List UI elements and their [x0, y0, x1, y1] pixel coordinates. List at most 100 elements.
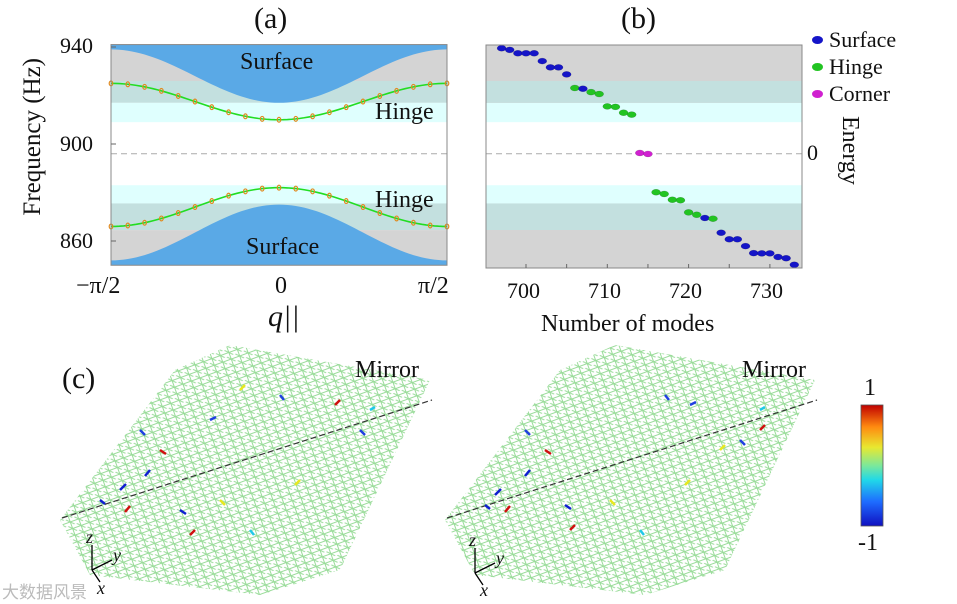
- hinge-data-point: [394, 215, 400, 222]
- hinge-data-point: [377, 210, 383, 217]
- band-hinge-cyan-lower: [111, 185, 447, 204]
- mode-point-hinge: [586, 88, 596, 96]
- hinge-data-point: [142, 83, 148, 90]
- b-xtick-710: 710: [588, 278, 621, 303]
- axis-y-left: y: [113, 545, 121, 565]
- hinge-data-point: [259, 185, 265, 192]
- hinge-data-point: [310, 113, 316, 120]
- mode-point-surface: [765, 250, 775, 257]
- mode-point-hinge: [594, 90, 604, 98]
- hinge-data-point: [276, 184, 282, 191]
- axis-y-right: y: [496, 548, 504, 568]
- a-xtick-left: −π/2: [76, 273, 121, 299]
- b-band-gray-bottom: [486, 230, 802, 268]
- colorbar-min: -1: [858, 530, 878, 556]
- mode-point-surface: [732, 236, 743, 243]
- mode-point-surface: [545, 64, 556, 71]
- mode-point-surface: [773, 253, 783, 261]
- colorbar: [860, 404, 884, 527]
- b-band-hinge-cyan-lower: [486, 185, 802, 204]
- axis-triad-left-icon: [91, 545, 113, 583]
- mode-point-hinge: [691, 211, 702, 219]
- mode-point-surface: [537, 57, 548, 65]
- hinge-data-point: [377, 92, 383, 99]
- mode-point-hinge: [651, 189, 661, 196]
- a-annot-hinge-bottom: Hinge: [375, 187, 434, 213]
- hinge-data-point: [327, 192, 332, 199]
- hinge-data-point: [192, 98, 198, 105]
- hinge-data-point: [310, 188, 316, 195]
- b-xtick-700: 700: [507, 278, 540, 303]
- hinge-curve-1: [110, 186, 448, 228]
- hinge-data-point: [276, 116, 282, 123]
- hinge-data-point: [142, 219, 148, 226]
- mode-point-hinge: [610, 103, 621, 111]
- corner-marker-icon: [812, 89, 823, 98]
- mode-point-hinge: [626, 111, 637, 118]
- legend-hinge: Hinge: [812, 53, 896, 80]
- charts-svg: [108, 44, 803, 269]
- hinge-data-point: [209, 198, 215, 205]
- axis-x-left: x: [97, 578, 105, 598]
- mode-point-surface: [748, 249, 759, 257]
- mirror-label-left: Mirror: [355, 357, 419, 383]
- a-ytick-940: 940: [60, 33, 93, 58]
- b-xtick-730: 730: [750, 278, 783, 303]
- a-plot-frame: [110, 44, 448, 266]
- colorbar-max: 1: [864, 375, 876, 401]
- mode-point-corner: [643, 150, 653, 158]
- band-hinge-cyan-upper: [111, 102, 447, 123]
- axis-z-left: z: [86, 527, 94, 547]
- panel-a-label: (a): [254, 2, 288, 35]
- b-band-hinge-teal-lower: [486, 203, 802, 231]
- mode-point-surface: [789, 261, 800, 269]
- surface-marker-icon: [812, 35, 823, 44]
- mode-point-surface: [700, 214, 710, 222]
- a-ytick-860: 860: [60, 228, 93, 253]
- mode-point-hinge: [659, 190, 669, 198]
- hinge-data-point: [158, 215, 164, 222]
- b-ylabel: Energy: [837, 116, 863, 185]
- hinge-data-point: [411, 219, 416, 226]
- mode-point-surface: [553, 64, 564, 71]
- a-ytick-900: 900: [60, 131, 93, 156]
- hinge-data-point: [343, 198, 349, 205]
- hinge-data-point: [327, 109, 332, 116]
- watermark: 大数据风景: [2, 583, 87, 603]
- axis-x-right: x: [480, 580, 488, 600]
- mode-point-surface: [724, 236, 734, 243]
- hinge-data-point: [242, 113, 248, 120]
- hinge-data-point: [343, 104, 349, 111]
- b-band-teal-top: [486, 80, 802, 103]
- legend-corner-label: Corner: [829, 80, 891, 106]
- hinge-data-point: [411, 83, 416, 90]
- legend-hinge-label: Hinge: [829, 53, 883, 79]
- hinge-data-point: [427, 81, 433, 88]
- mode-point-hinge: [683, 209, 694, 216]
- hinge-data-point: [360, 204, 366, 211]
- a-xlabel: q||: [268, 300, 300, 333]
- b-xlabel: Number of modes: [541, 311, 715, 337]
- b-ytick-0: 0: [807, 140, 818, 165]
- mode-point-surface: [781, 254, 791, 262]
- b-plot-frame: [485, 44, 803, 269]
- hinge-data-point: [360, 98, 366, 105]
- b-legend: Surface Hinge Corner: [812, 26, 896, 107]
- hinge-data-point: [175, 92, 181, 99]
- a-xtick-right: π/2: [418, 273, 449, 299]
- hinge-data-point: [427, 222, 433, 229]
- mode-point-surface: [521, 50, 531, 57]
- hinge-data-point: [293, 115, 299, 122]
- a-annot-hinge-top: Hinge: [375, 99, 434, 125]
- mode-point-hinge: [667, 196, 678, 204]
- mode-point-surface: [513, 50, 523, 57]
- mode-point-hinge: [602, 103, 613, 110]
- mode-point-hinge: [675, 197, 686, 204]
- mode-point-hinge: [570, 84, 580, 92]
- hinge-data-point: [394, 87, 400, 94]
- hinge-data-point: [259, 115, 265, 122]
- mode-point-corner: [635, 149, 645, 157]
- hinge-data-point: [175, 210, 181, 217]
- hinge-data-point: [125, 81, 131, 88]
- a-ylabel: Frequency (Hz): [19, 58, 46, 216]
